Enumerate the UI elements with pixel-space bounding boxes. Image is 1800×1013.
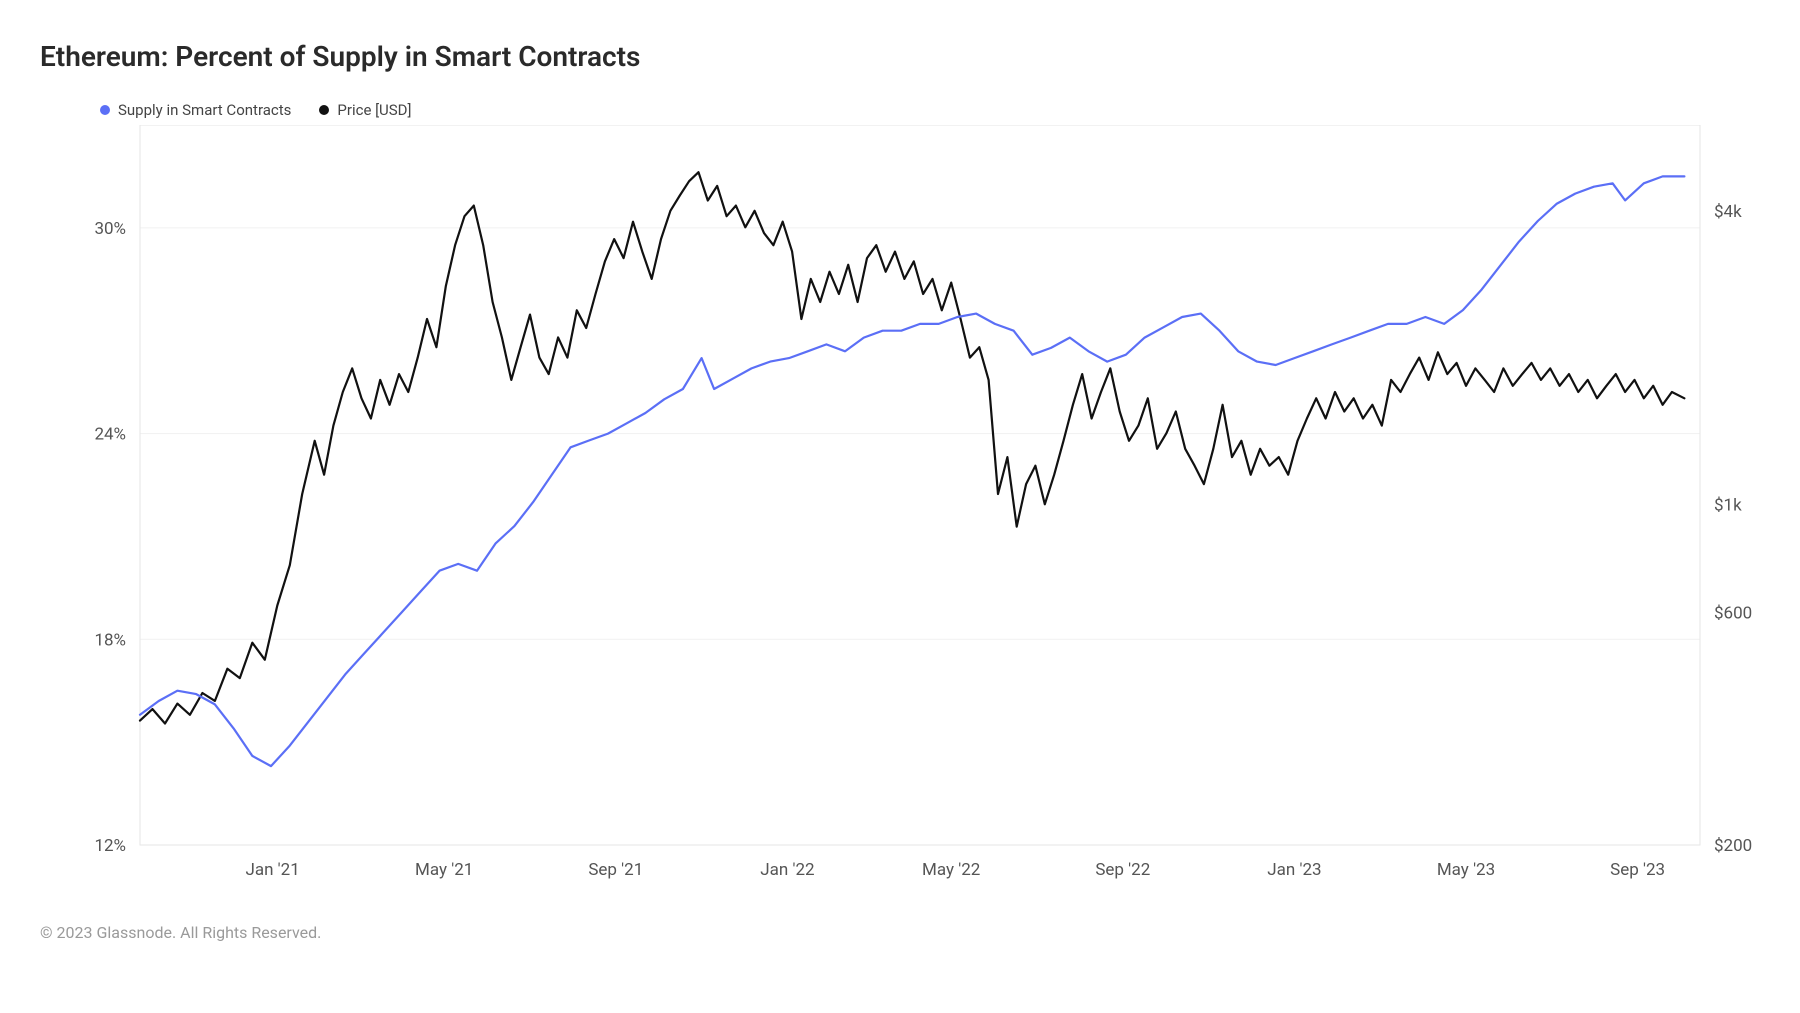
svg-text:Sep '22: Sep '22 (1095, 860, 1150, 880)
legend-item-supply: Supply in Smart Contracts (100, 101, 291, 119)
svg-text:May '23: May '23 (1437, 860, 1495, 880)
svg-text:$200: $200 (1714, 836, 1752, 856)
svg-text:18%: 18% (94, 630, 126, 650)
footer-copyright: © 2023 Glassnode. All Rights Reserved. (40, 923, 1760, 942)
svg-text:12%: 12% (94, 836, 126, 856)
svg-text:Jan '23: Jan '23 (1267, 860, 1321, 880)
legend-item-price: Price [USD] (319, 101, 411, 119)
legend-dot-price (319, 105, 329, 115)
svg-text:24%: 24% (94, 425, 126, 445)
svg-text:$4k: $4k (1714, 202, 1742, 222)
svg-text:30%: 30% (94, 219, 126, 239)
legend-label-price: Price [USD] (337, 101, 411, 119)
chart-svg: 12% 18% 24% 30% $200 $600 $1k $4k Jan '21 May '21… (40, 125, 1760, 905)
legend-dot-supply (100, 105, 110, 115)
svg-text:Jan '22: Jan '22 (760, 860, 814, 880)
legend: Supply in Smart Contracts Price [USD] (100, 101, 1760, 119)
svg-text:Sep '23: Sep '23 (1610, 860, 1665, 880)
svg-text:May '21: May '21 (415, 860, 473, 880)
chart-title: Ethereum: Percent of Supply in Smart Con… (40, 40, 1760, 73)
chart-plot-area: 12% 18% 24% 30% $200 $600 $1k $4k Jan '21 May '21… (40, 125, 1760, 905)
svg-text:$1k: $1k (1714, 495, 1742, 515)
svg-text:May '22: May '22 (922, 860, 980, 880)
legend-label-supply: Supply in Smart Contracts (118, 101, 291, 119)
svg-text:$600: $600 (1714, 603, 1752, 623)
svg-text:Jan '21: Jan '21 (245, 860, 299, 880)
chart-container: Ethereum: Percent of Supply in Smart Con… (0, 0, 1800, 1013)
svg-text:Sep '21: Sep '21 (588, 860, 643, 880)
